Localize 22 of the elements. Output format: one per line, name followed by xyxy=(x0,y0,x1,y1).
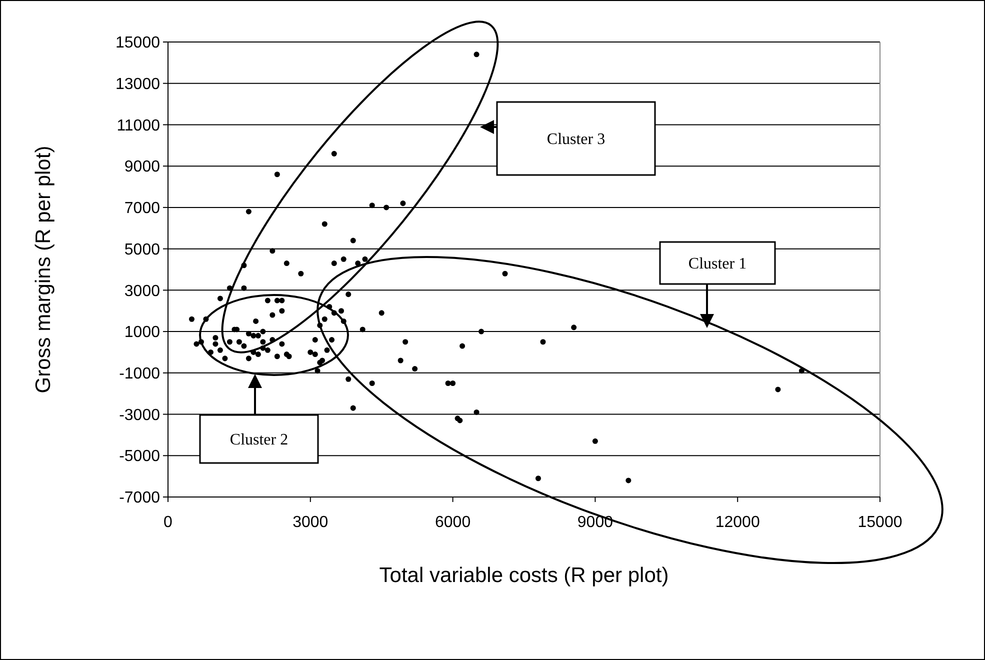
y-tick-label: -5000 xyxy=(119,448,160,466)
y-tick-label: 5000 xyxy=(124,241,160,258)
y-tick-label: 11000 xyxy=(116,117,160,134)
y-tick-label: 15000 xyxy=(116,34,160,52)
y-tick-label: -7000 xyxy=(119,490,160,507)
y-tick-label: 3000 xyxy=(124,282,160,300)
x-tick-label: 0 xyxy=(164,514,173,531)
x-tick-label: 6000 xyxy=(435,514,471,531)
x-tick-label: 12000 xyxy=(715,514,760,531)
y-tick-label: 13000 xyxy=(116,76,160,93)
x-axis-title: Total variable costs (R per plot) xyxy=(379,564,669,587)
y-tick-label: 9000 xyxy=(124,158,160,176)
x-tick-label: 3000 xyxy=(292,514,328,531)
annotation: Cluster 2 xyxy=(230,432,288,449)
y-axis-title: Gross margins (R per plot) xyxy=(32,146,55,394)
y-tick-label: 7000 xyxy=(124,200,160,218)
annotation: Cluster 3 xyxy=(546,131,606,148)
y-tick-label: -1000 xyxy=(119,366,160,383)
annotation: Cluster 1 xyxy=(688,256,747,273)
y-tick-label: -3000 xyxy=(119,406,160,424)
x-tick-label: 15000 xyxy=(858,514,902,531)
y-tick-label: 1000 xyxy=(124,324,160,342)
